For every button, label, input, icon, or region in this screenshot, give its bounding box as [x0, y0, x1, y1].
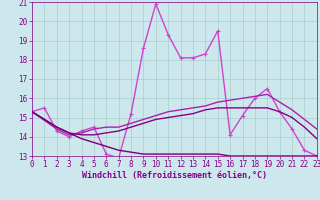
X-axis label: Windchill (Refroidissement éolien,°C): Windchill (Refroidissement éolien,°C)	[82, 171, 267, 180]
